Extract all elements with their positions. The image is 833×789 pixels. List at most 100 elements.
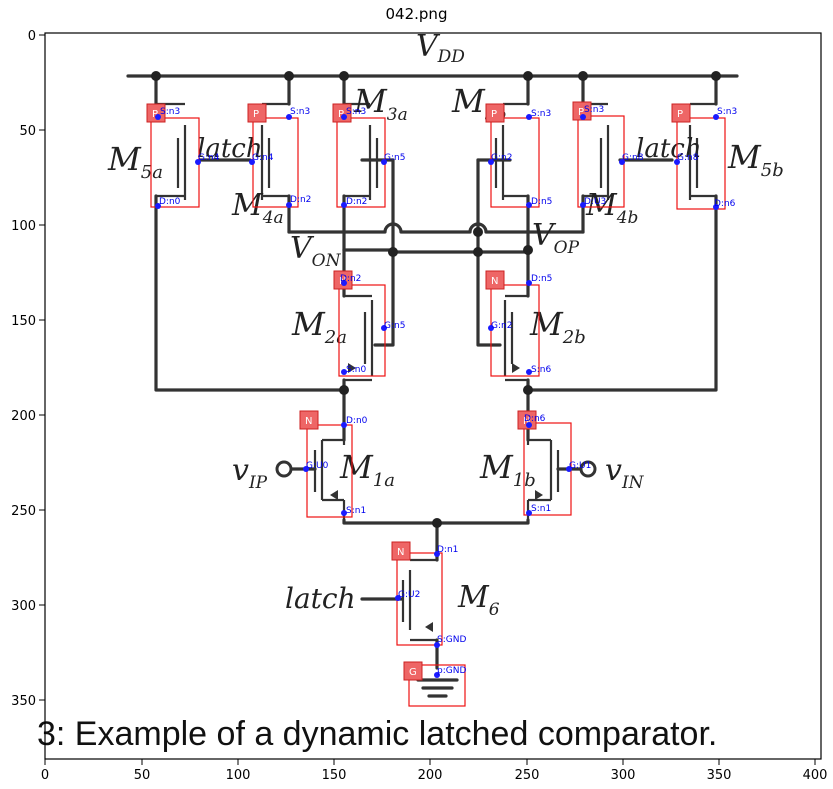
terminal-label: G:n2 <box>491 153 512 163</box>
terminal-label: D:n6 <box>714 199 736 209</box>
m1a-label: M1a <box>339 448 395 491</box>
vin-label: vIN <box>605 453 645 493</box>
terminal-label: S:n3 <box>290 107 310 117</box>
y-axis-ticks: 0 50 100 150 200 250 300 350 <box>11 29 45 709</box>
type-tag-letter: N <box>305 416 312 427</box>
type-tag <box>403 661 423 681</box>
terminal-point <box>580 114 586 120</box>
y-tick-label: 350 <box>11 694 36 709</box>
type-tag-letter: P <box>578 107 584 118</box>
x-tick-label: 150 <box>322 768 347 783</box>
terminal-point <box>381 159 387 165</box>
type-tag-letter: N <box>523 416 530 427</box>
terminal-label: S:n0 <box>346 365 366 375</box>
terminal-point <box>674 159 680 165</box>
component-annotation: P S:n3 G:n4 D:n0 <box>146 103 220 209</box>
x-axis-ticks: 0 50 100 150 200 250 300 350 400 <box>41 759 828 783</box>
x-tick-label: 300 <box>611 768 636 783</box>
terminal-point <box>286 202 292 208</box>
image-area <box>45 33 820 758</box>
component-annotation: P S:n3 G:n8 D:n6 <box>671 103 737 210</box>
terminal-label: G:n8 <box>677 153 699 163</box>
terminal-label: G:n2 <box>491 321 512 331</box>
terminal-point <box>249 159 255 165</box>
component-annotation: N D:n5 G:n2 S:n6 <box>485 270 552 377</box>
x-tick-label: 250 <box>515 768 540 783</box>
x-tick-label: 400 <box>803 768 828 783</box>
terminal-label: G:n8 <box>622 153 644 163</box>
terminal-point <box>341 369 347 375</box>
terminal-point <box>195 159 201 165</box>
latch-b-label: latch <box>636 134 702 164</box>
terminal-point <box>155 114 161 120</box>
component-annotation: P S:n3 G:n2 D:n5 <box>485 103 552 208</box>
terminal-point <box>526 369 532 375</box>
y-tick-label: 100 <box>11 219 36 234</box>
terminal-point <box>488 325 494 331</box>
m6-label: M6 <box>457 580 500 620</box>
component-annotation: ND:n2G:n5S:n0 <box>333 270 405 377</box>
terminal-point <box>526 280 532 286</box>
terminal-label: G:U2 <box>398 590 420 600</box>
terminal-label: D:n6 <box>524 414 546 424</box>
component-bounding-box <box>408 664 466 707</box>
vdd-label: VDD <box>416 29 465 67</box>
type-tag <box>247 103 267 123</box>
von-label: VON <box>290 231 342 271</box>
y-tick-label: 250 <box>11 504 36 519</box>
m5a-label: M5a <box>107 140 163 183</box>
transistor-symbols <box>156 102 716 642</box>
component-annotation: ND:n6 G:U1 S:n1 <box>517 410 591 516</box>
terminal-label: D:n2 <box>290 195 311 205</box>
terminal-label: S:n6 <box>531 365 551 375</box>
component-annotation: P S:n3 G:n5 D:n2 <box>332 103 405 208</box>
terminal-label: D:n5 <box>531 274 552 284</box>
terminal-point <box>713 114 719 120</box>
terminal-point <box>341 114 347 120</box>
type-tag-letter: P <box>491 109 497 120</box>
terminal-point <box>155 203 161 209</box>
x-tick-label: 50 <box>134 768 151 783</box>
terminal-point <box>566 466 572 472</box>
terminal-label: D:n1 <box>437 545 458 555</box>
terminal-point <box>341 280 347 286</box>
terminal-label: G:n4 <box>198 153 220 163</box>
type-tag-letter: P <box>152 109 158 120</box>
m2b-label: M2b <box>529 305 586 348</box>
m4b-label: M4b <box>585 188 638 228</box>
terminal-point <box>526 114 532 120</box>
terminal-point <box>580 202 586 208</box>
component-annotation: P S:n3 G:n4 D:n2 <box>247 103 311 208</box>
terminal-point <box>526 422 532 428</box>
component-annotation: N D:n0 G:U0 S:n1 <box>299 410 368 518</box>
terminal-point <box>713 204 719 210</box>
vip-label: vIP <box>232 453 268 493</box>
terminal-label: G:U1 <box>569 461 591 471</box>
m3a-label: M3a <box>353 82 408 125</box>
component-annotations: P S:n3G:n4D:n0P S:n3G:n4D:n2P S:n3G:n5D:n2P… <box>146 101 737 707</box>
type-tag <box>485 103 505 123</box>
terminal-point <box>434 642 440 648</box>
type-tag <box>485 270 505 290</box>
terminal-point <box>526 510 532 516</box>
y-tick-label: 150 <box>11 314 36 329</box>
terminal-point <box>619 159 625 165</box>
y-tick-label: 50 <box>19 124 36 139</box>
type-tag-letter: P <box>677 109 683 120</box>
terminal-label: D:n0 <box>159 197 181 207</box>
type-tag-letter: G <box>409 667 417 678</box>
terminal-point <box>434 672 440 678</box>
figure-title: 042.png <box>385 5 448 23</box>
terminal-label: D:n2 <box>346 197 367 207</box>
latch-c-label: latch <box>285 582 356 615</box>
type-tag-letter: P <box>338 109 344 120</box>
terminal-label: p:GND <box>437 666 466 676</box>
terminal-label: G:n5 <box>384 153 405 163</box>
vop-label: VOP <box>532 218 580 258</box>
terminal-point <box>303 466 309 472</box>
terminal-label: S:n1 <box>346 506 366 516</box>
terminal-label: S:n3 <box>717 107 737 117</box>
terminal-label: S:n1 <box>531 504 551 514</box>
terminal-label: S:n3 <box>160 107 180 117</box>
